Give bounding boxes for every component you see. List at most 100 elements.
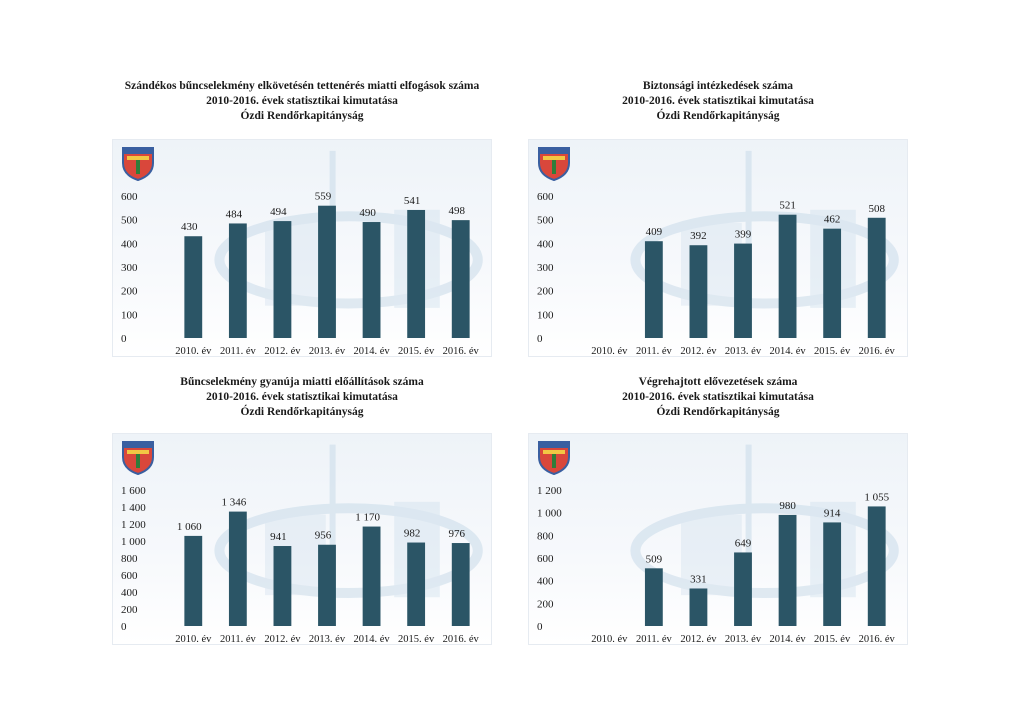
data-label: 649 (735, 537, 752, 549)
chart-subtitle-2: Ózdi Rendőrkapitányság (656, 406, 780, 418)
data-label: 484 (226, 208, 243, 220)
x-tick-label: 2015. év (814, 634, 851, 645)
x-tick-label: 2011. év (220, 346, 257, 357)
bar (273, 221, 292, 338)
x-tick-label: 2015. év (398, 346, 435, 357)
x-tick-label: 2011. év (636, 346, 673, 357)
y-tick-label: 600 (537, 553, 554, 565)
x-tick-label: 2013. év (725, 634, 762, 645)
data-label: 399 (735, 229, 752, 241)
y-tick-label: 500 (121, 215, 138, 227)
y-tick-label: 600 (121, 191, 138, 203)
y-tick-label: 500 (537, 215, 554, 227)
y-tick-label: 0 (537, 333, 543, 345)
y-tick-label: 100 (537, 309, 554, 321)
x-tick-label: 2016. év (443, 634, 480, 645)
bar (823, 228, 842, 338)
y-tick-label: 1 200 (537, 485, 562, 497)
x-tick-label: 2016. év (859, 346, 896, 357)
x-tick-label: 2014. év (353, 346, 390, 357)
x-tick-label: 2010. év (175, 634, 212, 645)
chart-subtitle: 2010-2016. évek statisztikai kimutatása (206, 95, 398, 107)
bar-chart: 0 200 400 600 800 1 000 1 200 1 400 1 600 1 060 20… (121, 441, 483, 645)
y-tick-label: 200 (537, 598, 554, 610)
bar (184, 236, 203, 338)
bar-chart: 0 200 400 600 800 1 000 1 200 2010. év 509 2011. … (537, 441, 899, 645)
x-tick-label: 2014. év (769, 346, 806, 357)
y-tick-label: 0 (537, 621, 543, 633)
y-tick-label: 0 (121, 333, 127, 345)
y-tick-label: 200 (537, 286, 554, 298)
bar (823, 522, 842, 626)
data-label: 509 (646, 553, 663, 565)
x-tick-label: 2015. év (814, 346, 851, 357)
x-tick-label: 2010. év (591, 346, 628, 357)
y-tick-label: 400 (537, 576, 554, 588)
bar (228, 511, 247, 626)
data-label: 494 (270, 206, 287, 218)
data-label: 1 346 (221, 497, 246, 509)
y-tick-label: 400 (121, 238, 138, 250)
bar (273, 546, 292, 626)
x-tick-label: 2013. év (309, 634, 346, 645)
y-tick-label: 800 (537, 530, 554, 542)
y-tick-label: 300 (121, 262, 138, 274)
data-label: 980 (779, 500, 796, 512)
data-label: 331 (690, 573, 707, 585)
bar-chart: 0 100 200 300 400 500 600 430 2010. év 484 2011. é… (121, 147, 483, 357)
bar (734, 552, 752, 626)
police-emblem-icon (122, 147, 154, 182)
bar (644, 241, 663, 338)
x-tick-label: 2016. év (859, 634, 896, 645)
bar-chart: 0 100 200 300 400 500 600 2010. év 409 2011. év 39… (537, 147, 899, 357)
data-label: 976 (448, 528, 465, 540)
bar (689, 588, 708, 626)
data-label: 914 (824, 507, 841, 519)
background-artwork (214, 150, 483, 309)
y-tick-label: 300 (537, 262, 554, 274)
y-tick-label: 100 (121, 309, 138, 321)
y-tick-label: 200 (121, 286, 138, 298)
data-label: 982 (404, 528, 421, 540)
data-label: 409 (646, 226, 663, 238)
data-label: 430 (181, 221, 198, 233)
bar (644, 568, 663, 626)
x-tick-label: 2015. év (398, 634, 435, 645)
x-tick-label: 2013. év (725, 346, 762, 357)
data-label: 541 (404, 195, 421, 207)
chart-subtitle: 2010-2016. évek statisztikai kimutatása (622, 391, 814, 403)
x-tick-label: 2012. év (264, 346, 301, 357)
background-artwork (214, 444, 483, 598)
data-label: 956 (315, 530, 332, 542)
bar (362, 526, 381, 626)
chart-title: Végrehajtott elővezetések száma (638, 376, 798, 388)
bar (689, 245, 708, 338)
y-tick-label: 600 (537, 191, 554, 203)
data-label: 490 (359, 207, 376, 219)
data-label: 941 (270, 531, 287, 543)
y-tick-label: 200 (121, 604, 138, 616)
bar (734, 243, 752, 338)
y-tick-label: 600 (121, 570, 138, 582)
chart-frame: 0 100 200 300 400 500 600 430 2010. év 484 2011. é… (112, 139, 492, 357)
chart-title-block: Szándékos bűncselekmény elkövetésén tett… (112, 79, 492, 124)
x-tick-label: 2010. év (591, 634, 628, 645)
police-emblem-icon (122, 441, 154, 476)
data-label: 1 055 (864, 491, 889, 503)
x-tick-label: 2012. év (264, 634, 301, 645)
x-tick-label: 2014. év (769, 634, 806, 645)
bar (228, 223, 247, 338)
chart-title: Biztonsági intézkedések száma (642, 80, 794, 92)
bar (318, 205, 336, 338)
chart-subtitle: 2010-2016. évek statisztikai kimutatása (206, 391, 398, 403)
x-tick-label: 2011. év (220, 634, 257, 645)
y-tick-label: 1 400 (121, 502, 146, 514)
x-tick-label: 2014. év (353, 634, 390, 645)
chart-subtitle-2: Ózdi Rendőrkapitányság (240, 406, 364, 418)
x-tick-label: 2012. év (680, 346, 717, 357)
background-artwork (630, 150, 899, 309)
chart-title-block: Bűncselekmény gyanúja miatti előállításo… (112, 375, 492, 420)
background-artwork (630, 444, 899, 598)
y-tick-label: 1 000 (121, 536, 146, 548)
y-tick-label: 400 (121, 587, 138, 599)
